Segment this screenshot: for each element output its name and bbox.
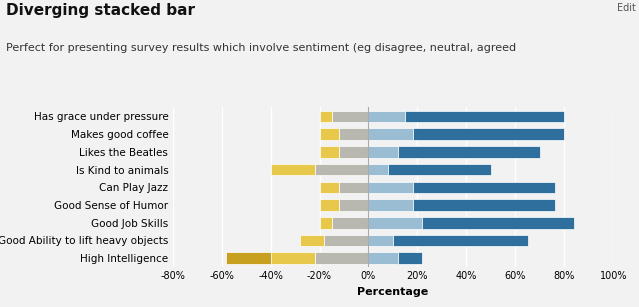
Bar bbox=[405, 111, 564, 122]
Bar bbox=[413, 128, 564, 140]
Bar bbox=[314, 252, 369, 264]
Bar bbox=[369, 217, 422, 228]
Bar bbox=[270, 164, 314, 175]
Bar bbox=[369, 128, 413, 140]
Bar bbox=[369, 235, 393, 246]
Bar bbox=[320, 217, 332, 228]
Bar bbox=[332, 217, 369, 228]
Bar bbox=[369, 199, 413, 211]
Text: Perfect for presenting survey results which involve sentiment (eg disagree, neut: Perfect for presenting survey results wh… bbox=[6, 43, 516, 53]
Bar bbox=[320, 199, 339, 211]
Bar bbox=[369, 252, 398, 264]
Bar bbox=[369, 181, 413, 193]
Bar bbox=[226, 252, 270, 264]
Bar bbox=[388, 164, 491, 175]
Bar bbox=[398, 252, 422, 264]
Bar bbox=[369, 111, 405, 122]
Bar bbox=[320, 146, 339, 157]
Bar bbox=[369, 146, 398, 157]
Bar bbox=[339, 199, 369, 211]
Bar bbox=[369, 164, 388, 175]
Bar bbox=[325, 235, 369, 246]
Bar bbox=[320, 128, 339, 140]
Bar bbox=[270, 252, 314, 264]
Bar bbox=[332, 111, 369, 122]
Bar bbox=[413, 181, 555, 193]
Bar bbox=[413, 199, 555, 211]
X-axis label: Percentage: Percentage bbox=[357, 287, 429, 297]
Bar bbox=[300, 235, 325, 246]
Bar bbox=[422, 217, 574, 228]
Bar bbox=[314, 164, 369, 175]
Bar bbox=[339, 146, 369, 157]
Text: Diverging stacked bar: Diverging stacked bar bbox=[6, 3, 196, 18]
Bar bbox=[398, 146, 540, 157]
Text: Edit: Edit bbox=[617, 3, 636, 13]
Bar bbox=[320, 181, 339, 193]
Bar bbox=[393, 235, 528, 246]
Bar bbox=[339, 181, 369, 193]
Bar bbox=[320, 111, 332, 122]
Bar bbox=[339, 128, 369, 140]
